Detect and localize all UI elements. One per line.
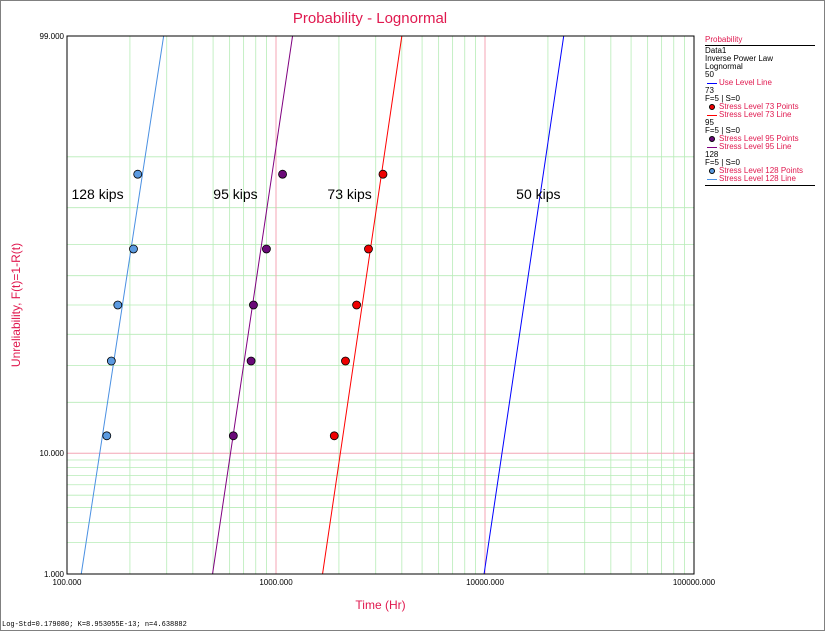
legend-stats: F=5 | S=0: [705, 94, 740, 103]
legend-dataset: Data1: [705, 46, 727, 55]
legend-entry-73-line[interactable]: Stress Level 73 Line: [705, 111, 815, 119]
line-swatch-icon: [707, 114, 717, 116]
legend-stats: F=5 | S=0: [705, 126, 740, 135]
legend-entry-label: Stress Level 73 Line: [719, 110, 792, 119]
stress-annotation-label: 50 kips: [516, 186, 560, 202]
data-point[interactable]: [352, 300, 361, 310]
x-tick-label: 100.000: [53, 578, 82, 587]
legend-entry-label: Stress Level 128 Line: [719, 174, 796, 183]
status-bar: Log-Std=0.179080; K=8.953055E-13; n=4.63…: [2, 621, 187, 629]
x-axis-label: Time (Hr): [355, 598, 405, 612]
legend-stats: F=5 | S=0: [705, 158, 740, 167]
legend-group-50: 50 Use Level Line: [705, 71, 815, 87]
data-point[interactable]: [378, 169, 388, 179]
line-swatch-icon: [707, 82, 717, 84]
legend-group-128: 128 F=5 | S=0 Stress Level 128 Points St…: [705, 151, 815, 183]
legend-entry-label: Stress Level 95 Points: [719, 134, 799, 143]
legend-entry-128-points[interactable]: Stress Level 128 Points: [705, 167, 815, 175]
legend-entry-label: Stress Level 95 Line: [719, 142, 792, 151]
legend-entry-use-level-line[interactable]: Use Level Line: [705, 79, 815, 87]
data-point[interactable]: [113, 300, 123, 310]
legend: Probability Data1 Inverse Power Law Logn…: [705, 36, 815, 186]
data-point[interactable]: [133, 169, 143, 179]
data-point[interactable]: [278, 169, 287, 179]
legend-stress-label: 73: [705, 86, 714, 95]
legend-header: Probability: [705, 36, 815, 46]
data-point[interactable]: [364, 244, 373, 254]
point-swatch-icon: [709, 136, 715, 142]
legend-entry-95-line[interactable]: Stress Level 95 Line: [705, 143, 815, 151]
stress-annotation-label: 73 kips: [327, 186, 371, 202]
point-swatch-icon: [709, 104, 715, 110]
legend-entry-95-points[interactable]: Stress Level 95 Points: [705, 135, 815, 143]
stress-annotation-label: 128 kips: [71, 186, 123, 202]
legend-model: Inverse Power Law: [705, 54, 774, 63]
fit-line[interactable]: [80, 36, 165, 574]
y-tick-label: 10.000: [40, 449, 65, 458]
x-tick-label: 10000.000: [466, 578, 504, 587]
fit-line[interactable]: [322, 36, 403, 574]
data-point[interactable]: [341, 356, 350, 366]
legend-stress-label: 128: [705, 150, 719, 159]
legend-entry-label: Stress Level 73 Points: [719, 102, 799, 111]
legend-stress-label: 95: [705, 118, 714, 127]
data-point[interactable]: [102, 431, 112, 441]
x-tick-label: 100000.000: [673, 578, 716, 587]
legend-stress-label: 50: [705, 70, 714, 79]
x-tick-label: 1000.000: [259, 578, 293, 587]
data-point[interactable]: [106, 356, 116, 366]
data-point[interactable]: [262, 244, 271, 254]
stress-annotation-label: 95 kips: [213, 186, 257, 202]
data-point[interactable]: [228, 431, 238, 441]
legend-distribution: Lognormal: [705, 62, 743, 71]
line-swatch-icon: [707, 178, 717, 180]
point-swatch-icon: [709, 168, 715, 174]
legend-group-95: 95 F=5 | S=0 Stress Level 95 Points Stre…: [705, 119, 815, 151]
legend-divider: [705, 185, 815, 186]
legend-entry-128-line[interactable]: Stress Level 128 Line: [705, 175, 815, 183]
plot-area-border: [66, 35, 695, 575]
line-swatch-icon: [707, 146, 717, 148]
legend-entry-label: Use Level Line: [719, 78, 772, 87]
legend-entry-73-points[interactable]: Stress Level 73 Points: [705, 103, 815, 111]
legend-group-73: 73 F=5 | S=0 Stress Level 73 Points Stre…: [705, 87, 815, 119]
y-tick-label: 99.000: [40, 32, 65, 41]
data-point[interactable]: [249, 300, 258, 310]
data-point[interactable]: [129, 244, 138, 254]
data-point[interactable]: [329, 431, 339, 441]
chart-title: Probability - Lognormal: [292, 10, 448, 27]
y-tick-label: 1.000: [44, 570, 65, 579]
fit-line[interactable]: [483, 36, 565, 574]
data-point[interactable]: [246, 356, 256, 366]
y-axis-label: Unreliability, F(t)=1-R(t): [9, 243, 23, 367]
legend-entry-label: Stress Level 128 Points: [719, 166, 804, 175]
